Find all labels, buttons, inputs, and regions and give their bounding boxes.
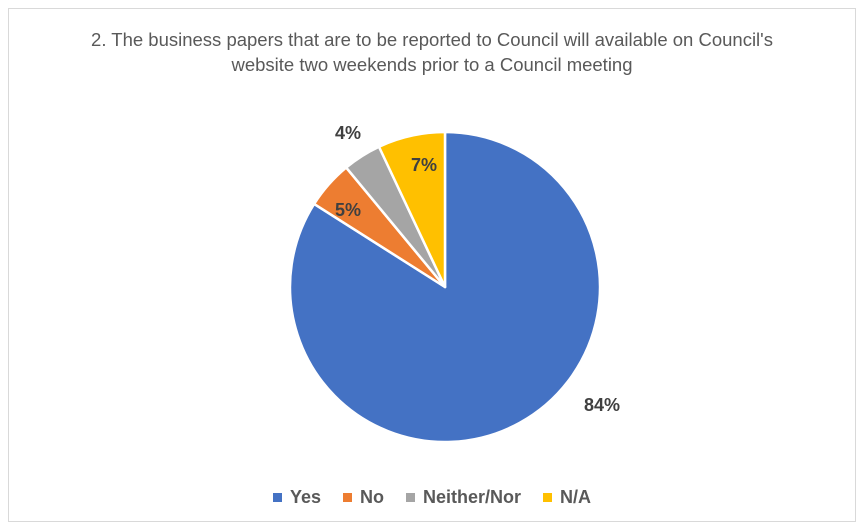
legend-label-neither-nor: Neither/Nor — [423, 487, 522, 507]
data-label-na: 7% — [411, 155, 437, 175]
pie-slices — [288, 130, 602, 444]
legend-label-yes: Yes — [289, 487, 322, 507]
pie-slice-na — [377, 130, 447, 289]
legend-item-neither-nor: Neither/Nor — [406, 487, 521, 508]
pie-chart: 84% 5% 4% 7% — [288, 123, 620, 444]
chart-title: 2. The business papers that are to be re… — [9, 27, 855, 77]
legend-item-na: N/A — [543, 487, 591, 508]
legend-label-na: N/A — [560, 487, 592, 507]
legend-label-no: No — [360, 487, 385, 507]
data-label-no: 5% — [335, 200, 361, 220]
data-label-yes: 84% — [584, 395, 620, 415]
chart-title-line-2: website two weekends prior to a Council … — [231, 54, 633, 75]
legend-swatch-na — [543, 493, 553, 502]
legend-swatch-no — [343, 493, 353, 502]
chart-title-line-1: 2. The business papers that are to be re… — [91, 29, 773, 50]
legend-swatch-neither-nor — [406, 493, 416, 502]
legend-item-yes: Yes — [272, 487, 322, 508]
legend-item-no: No — [343, 487, 384, 508]
chart-area: 2. The business papers that are to be re… — [8, 8, 856, 522]
data-label-neither-nor: 4% — [335, 123, 361, 143]
legend-swatch-yes — [272, 493, 282, 502]
pie-data-labels: 84% 5% 4% 7% — [335, 123, 620, 415]
chart-legend: Yes No Neither/Nor N/A — [9, 487, 855, 508]
